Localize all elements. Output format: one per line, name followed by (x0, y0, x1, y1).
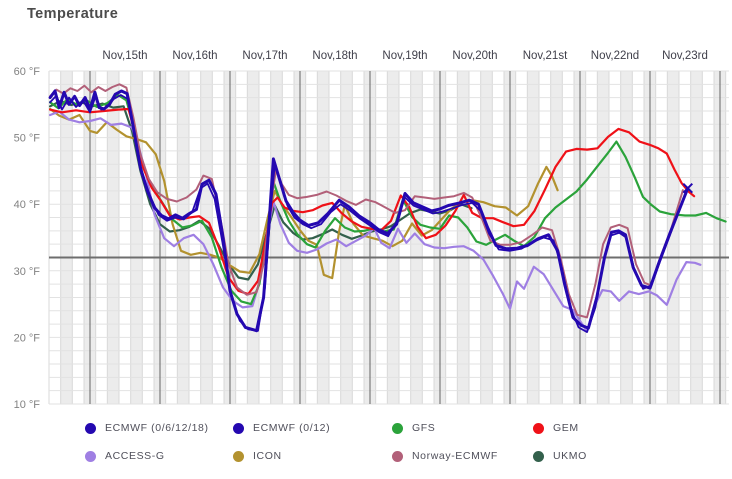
legend-item-access-g[interactable]: ACCESS-G (85, 449, 165, 463)
x-axis-tick-label: Nov,17th (242, 50, 287, 62)
y-axis-tick-label: 40 °F (14, 199, 41, 211)
legend-item-ukmo[interactable]: UKMO (533, 449, 587, 463)
legend-label: Norway-ECMWF (412, 450, 498, 462)
legend-label: ACCESS-G (105, 450, 165, 462)
legend-swatch-gfs (392, 422, 403, 434)
x-axis-tick-label: Nov,18th (312, 50, 357, 62)
legend-item-gfs[interactable]: GFS (392, 421, 435, 435)
x-axis-tick-label: Nov,21st (523, 50, 568, 62)
legend-label: ECMWF (0/12) (253, 422, 331, 434)
x-axis-tick-label: Nov,15th (102, 50, 147, 62)
legend-swatch-icon-model (233, 450, 244, 462)
x-axis-tick-label: Nov,16th (172, 50, 217, 62)
temperature-chart: 60 °F 50 °F 40 °F 30 °F 20 °F 10 °F Nov,15th No… (14, 50, 729, 411)
x-axis-tick-label: Nov,20th (452, 50, 497, 62)
legend-label: UKMO (553, 450, 587, 462)
legend-swatch-ecmwf-deterministic (233, 422, 244, 434)
legend-swatch-ecmwf-ensemble (85, 422, 96, 434)
legend-item-ecmwf-ensemble[interactable]: ECMWF (0/6/12/18) (85, 421, 209, 435)
y-axis-tick-label: 60 °F (14, 66, 41, 78)
legend-item-norway-ecmwf[interactable]: Norway-ECMWF (392, 449, 498, 463)
legend-label: ICON (253, 450, 282, 462)
legend-swatch-gem (533, 422, 544, 434)
legend-label: GEM (553, 422, 579, 434)
legend-swatch-norway-ecmwf (392, 450, 403, 462)
legend-item-ecmwf-deterministic[interactable]: ECMWF (0/12) (233, 421, 330, 435)
legend-swatch-access-g (85, 450, 96, 462)
legend-item-icon[interactable]: ICON (233, 449, 282, 463)
legend-label: ECMWF (0/6/12/18) (105, 422, 209, 434)
y-axis-tick-label: 20 °F (14, 332, 41, 344)
y-axis-tick-label: 30 °F (14, 266, 41, 278)
x-axis-tick-label: Nov,19th (382, 50, 427, 62)
x-axis-tick-label: Nov,22nd (591, 50, 639, 62)
legend-item-gem[interactable]: GEM (533, 421, 579, 435)
y-axis-tick-label: 10 °F (14, 399, 41, 411)
legend-label: GFS (412, 422, 436, 434)
y-axis-tick-label: 50 °F (14, 133, 41, 145)
page-title: Temperature (27, 6, 119, 22)
legend-swatch-ukmo (533, 450, 544, 462)
x-axis-tick-label: Nov,23rd (662, 50, 708, 62)
